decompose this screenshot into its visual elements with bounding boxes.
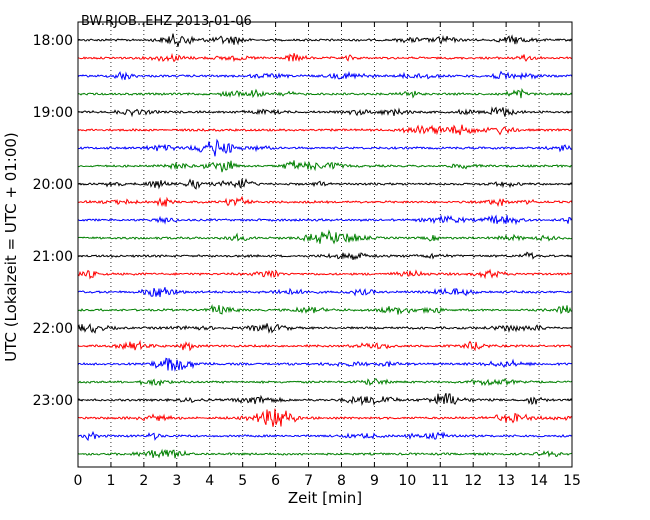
trace-2245	[77, 378, 573, 387]
x-axis-ticks: 0 1 2 3 4 5 6 7 8 9 10 11 12 13 14 15	[74, 22, 581, 489]
trace-2230	[77, 357, 573, 372]
trace-2145	[77, 303, 573, 315]
y-tick-label: 20:00	[33, 177, 73, 193]
x-tick-label: 2	[139, 473, 148, 489]
x-tick-label: 5	[238, 473, 247, 489]
trace-2315	[77, 408, 573, 427]
trace-2000	[77, 178, 573, 190]
x-tick-label: 6	[271, 473, 280, 489]
trace-1915	[77, 124, 573, 136]
x-tick-label: 15	[563, 473, 581, 489]
y-tick-label: 19:00	[33, 105, 73, 121]
x-tick-label: 0	[74, 473, 83, 489]
trace-1800	[77, 33, 573, 47]
trace-2045	[77, 229, 573, 245]
x-tick-label: 13	[497, 473, 515, 489]
trace-2300	[77, 392, 573, 407]
trace-2200	[77, 323, 573, 334]
x-tick-label: 12	[464, 473, 482, 489]
trace-1830	[77, 70, 573, 81]
trace-2115	[77, 268, 573, 280]
x-tick-label: 1	[106, 473, 115, 489]
y-tick-label: 21:00	[33, 249, 73, 265]
x-tick-label: 14	[530, 473, 548, 489]
x-tick-label: 11	[431, 473, 449, 489]
y-tick-label: 18:00	[33, 33, 73, 49]
x-tick-label: 7	[304, 473, 313, 489]
trace-2130	[77, 287, 573, 298]
y-tick-label: 23:00	[33, 393, 73, 409]
trace-2100	[77, 251, 573, 261]
x-tick-label: 4	[205, 473, 214, 489]
trace-1845	[77, 87, 573, 99]
chart-title: BW.RJOB..EHZ 2013-01-06	[81, 14, 252, 29]
y-axis-ticks: 18:00 19:00 20:00 21:00 22:00 23:00	[33, 33, 572, 409]
x-axis-label: Zeit [min]	[288, 489, 362, 507]
trace-2345	[77, 448, 573, 459]
trace-2015	[77, 195, 573, 207]
x-tick-label: 8	[337, 473, 346, 489]
trace-1815	[77, 52, 573, 63]
x-tick-label: 3	[172, 473, 181, 489]
trace-2030	[77, 214, 573, 226]
y-axis-label: UTC (Lokalzeit = UTC + 01:00)	[2, 132, 20, 362]
plot-frame	[77, 21, 573, 468]
trace-2330	[77, 430, 573, 442]
x-tick-label: 10	[398, 473, 416, 489]
trace-1900	[77, 106, 573, 118]
trace-1945	[77, 160, 573, 173]
x-tick-label: 9	[370, 473, 379, 489]
y-tick-label: 22:00	[33, 321, 73, 337]
trace-1930	[77, 138, 573, 157]
seismic-traces	[77, 33, 573, 459]
trace-2215	[77, 339, 573, 352]
